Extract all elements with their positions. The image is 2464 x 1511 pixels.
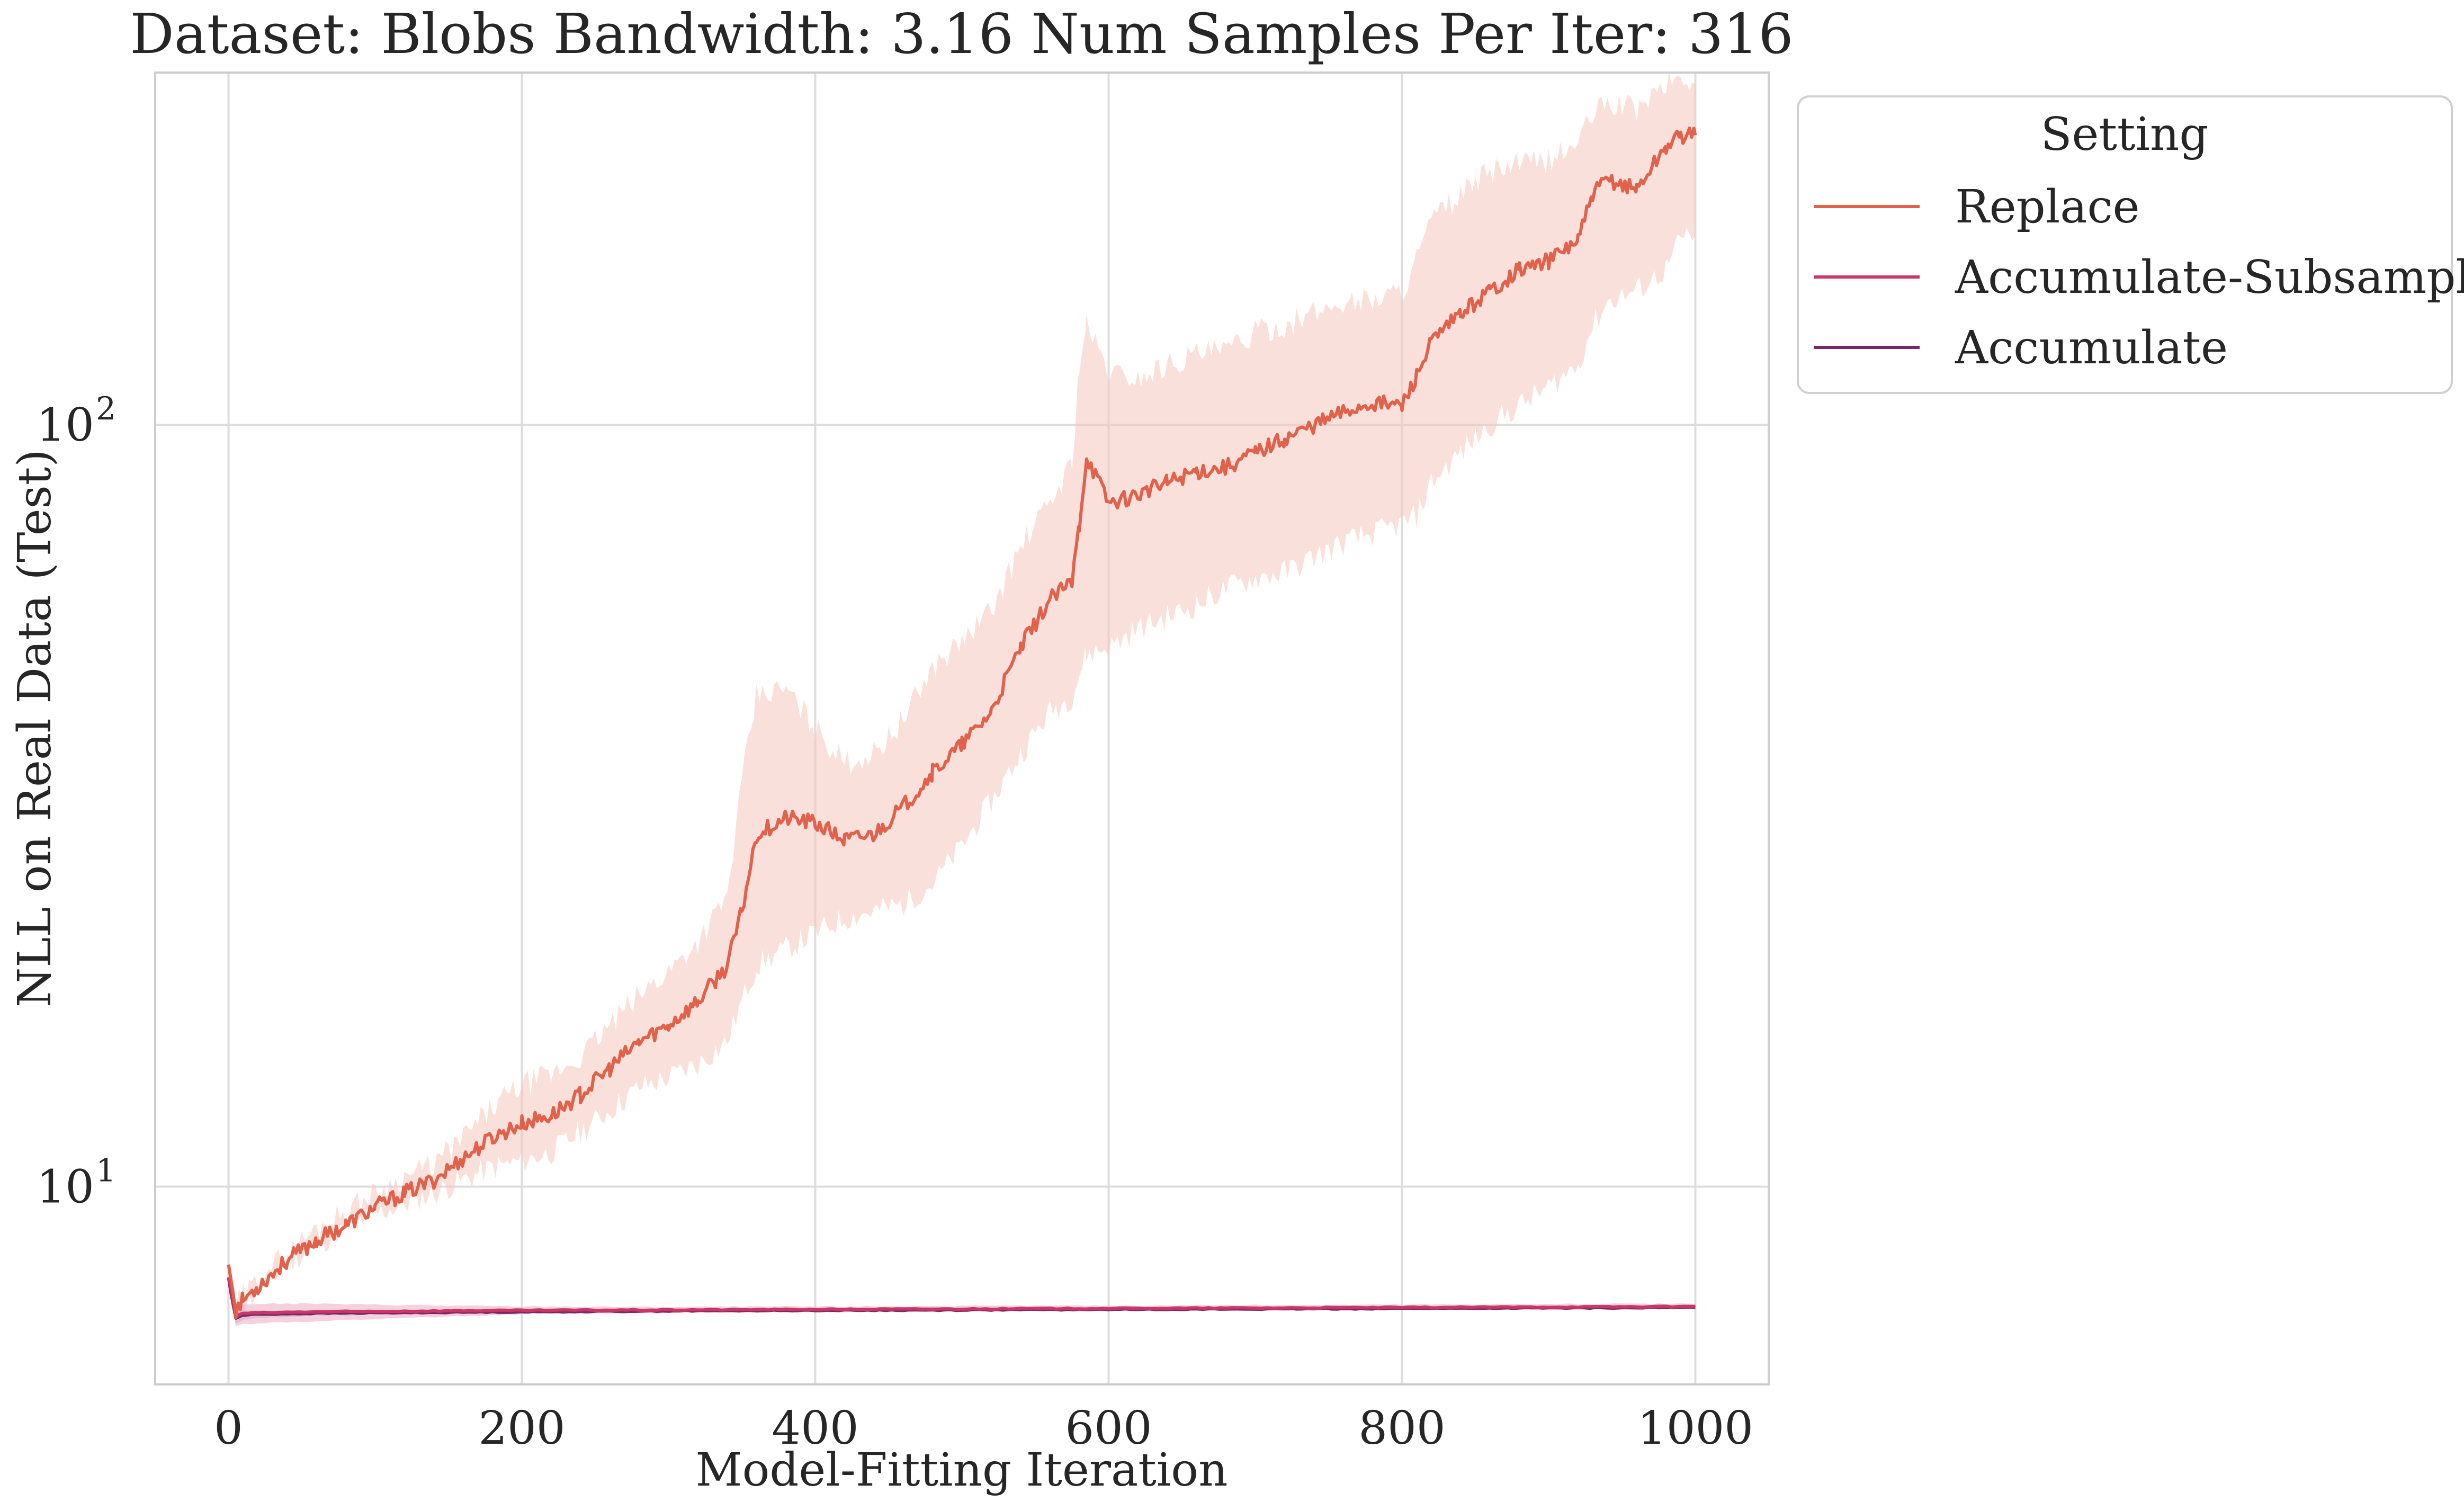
legend-label: Accumulate <box>1955 321 2228 374</box>
x-tick-label: 200 <box>478 1402 565 1455</box>
legend: Setting Replace Accumulate-Subsample Accum… <box>1797 95 2464 394</box>
legend-label: Replace <box>1955 181 2140 234</box>
grid <box>155 73 1769 1384</box>
x-tick-label: 600 <box>1065 1402 1152 1455</box>
y-axis-label: NLL on Real Data (Test) <box>8 449 61 1007</box>
series-line-replace <box>227 126 1697 1319</box>
y-tick-exponent: 1 <box>96 1152 116 1190</box>
x-tick-label: 0 <box>214 1402 243 1455</box>
legend-label: Accumulate-Subsample <box>1955 251 2464 304</box>
plot-frame <box>154 71 1770 1385</box>
series-band-replace <box>228 72 1696 1316</box>
x-tick-labels: 0 200 400 600 800 1000 <box>214 1402 1753 1455</box>
legend-box <box>1797 95 2453 394</box>
y-tick-label: 10 <box>37 399 94 452</box>
x-tick-label: 800 <box>1358 1402 1445 1455</box>
legend-title: Setting <box>2041 108 2209 161</box>
series-lines <box>227 126 1697 1320</box>
x-tick-label: 1000 <box>1637 1402 1753 1455</box>
x-tick-label: 400 <box>772 1402 858 1455</box>
y-tick-exponent: 2 <box>96 390 116 427</box>
y-tick-label: 10 <box>37 1161 94 1214</box>
chart-title: Dataset: Blobs Bandwidth: 3.16 Num Sampl… <box>130 2 1793 66</box>
x-axis-label: Model-Fitting Iteration <box>696 1444 1228 1497</box>
series-line-accumulate-subsample <box>227 1277 1696 1319</box>
legend-items: Replace Accumulate-Subsample Accumulate <box>1814 181 2464 374</box>
